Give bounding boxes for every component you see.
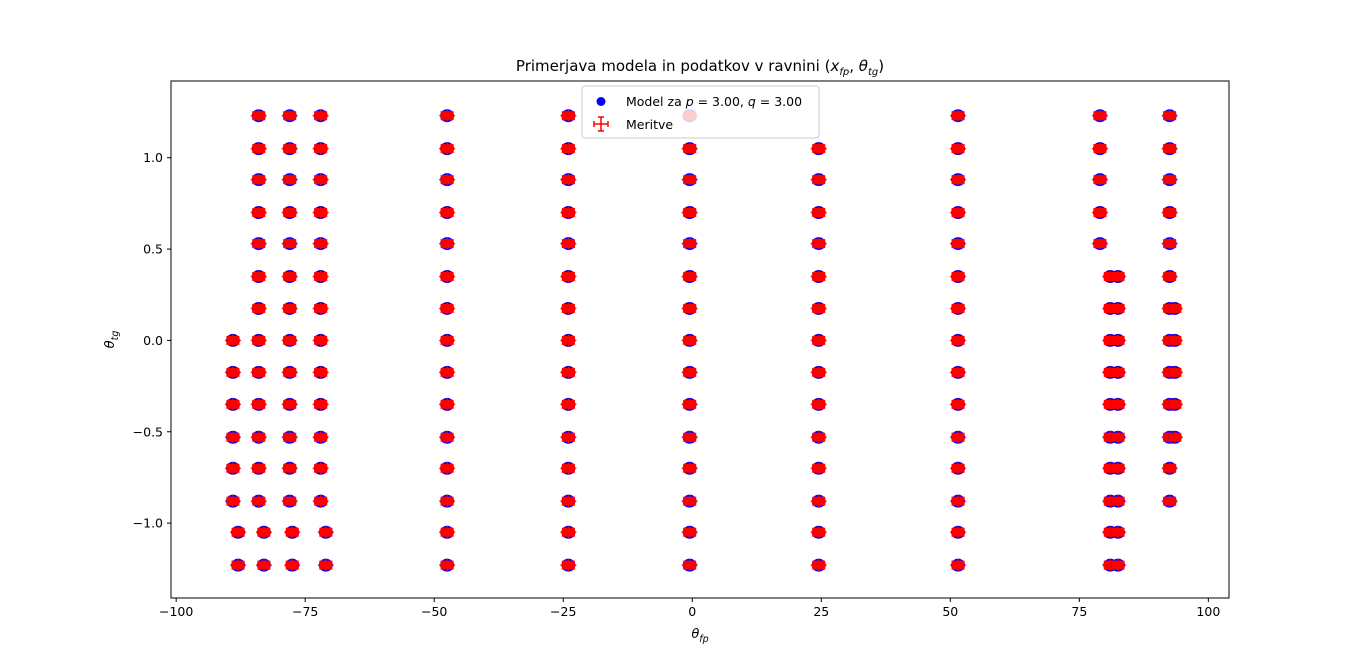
x-tick-label: −50: [421, 604, 447, 619]
x-tick-label: 100: [1196, 604, 1220, 619]
x-tick-label: 50: [942, 604, 958, 619]
legend-model-marker: [596, 97, 606, 106]
x-tick-label: −100: [159, 604, 193, 619]
legend-model-label: Model za p = 3.00, q = 3.00: [626, 94, 802, 109]
chart-title-prefix: Primerjava modela in podatkov v ravnini …: [516, 57, 831, 75]
y-tick-label: 0.0: [143, 333, 163, 348]
chart-title: Primerjava modela in podatkov v ravnini …: [516, 57, 884, 78]
points-layer: [224, 109, 1183, 572]
x-tick-label: −75: [292, 604, 318, 619]
y-axis-label: θtg: [103, 331, 121, 349]
x-tick-label: 0: [688, 604, 696, 619]
y-axis: −1.0 −0.5 0.0 0.5 1.0: [133, 150, 171, 531]
legend-box: [581, 85, 820, 139]
plot-frame: [170, 80, 1230, 599]
x-axis-label: θfp: [691, 627, 708, 645]
x-tick-label: 25: [813, 604, 829, 619]
x-axis: −100 −75 −50 −25 0 25 50 75 100: [159, 598, 1220, 619]
chart-title-theta: θ: [859, 57, 868, 75]
chart-title-x: x: [829, 57, 839, 75]
chart-title-x-sub: fp: [839, 67, 849, 78]
y-tick-label: 0.5: [143, 242, 163, 257]
legend-meritve-marker: [593, 116, 609, 132]
y-tick-label: −1.0: [133, 516, 163, 531]
chart-title-theta-sub: tg: [868, 67, 878, 78]
legend-meritve-label: Meritve: [626, 117, 673, 132]
legend: Model za p = 3.00, q = 3.00 Meritve: [581, 85, 820, 139]
x-tick-label: 75: [1071, 604, 1087, 619]
y-tick-label: 1.0: [143, 150, 163, 165]
x-tick-label: −25: [550, 604, 576, 619]
y-tick-label: −0.5: [133, 424, 163, 439]
